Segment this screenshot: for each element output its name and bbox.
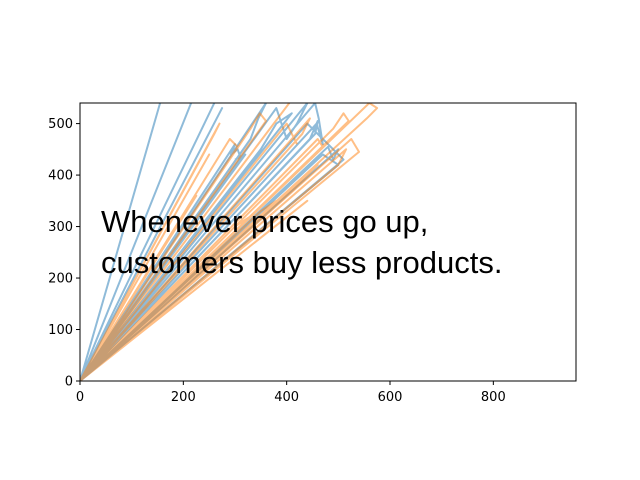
y-tick-label: 300 xyxy=(48,220,73,235)
x-tick-label: 400 xyxy=(274,390,299,405)
y-tick-label: 200 xyxy=(48,272,73,287)
series-line-0 xyxy=(80,103,345,381)
plot-frame xyxy=(79,102,577,382)
y-tick-label: 0 xyxy=(65,375,73,390)
x-tick-label: 600 xyxy=(378,390,403,405)
y-tick-label: 100 xyxy=(48,323,73,338)
y-tick-label: 400 xyxy=(48,169,73,184)
y-tick-label: 500 xyxy=(48,117,73,132)
ticks-layer: 0 200 400 600 800 0 100 200 300 400 500 xyxy=(48,117,506,405)
x-tick-label: 800 xyxy=(481,390,506,405)
x-tick-label: 200 xyxy=(171,390,196,405)
series-layer xyxy=(80,103,379,381)
annotation-line-1: Whenever prices go up, xyxy=(101,204,428,239)
annotation-line-2: customers buy less products. xyxy=(101,245,502,280)
x-tick-label: 0 xyxy=(76,390,84,405)
series-line-1 xyxy=(80,103,379,381)
